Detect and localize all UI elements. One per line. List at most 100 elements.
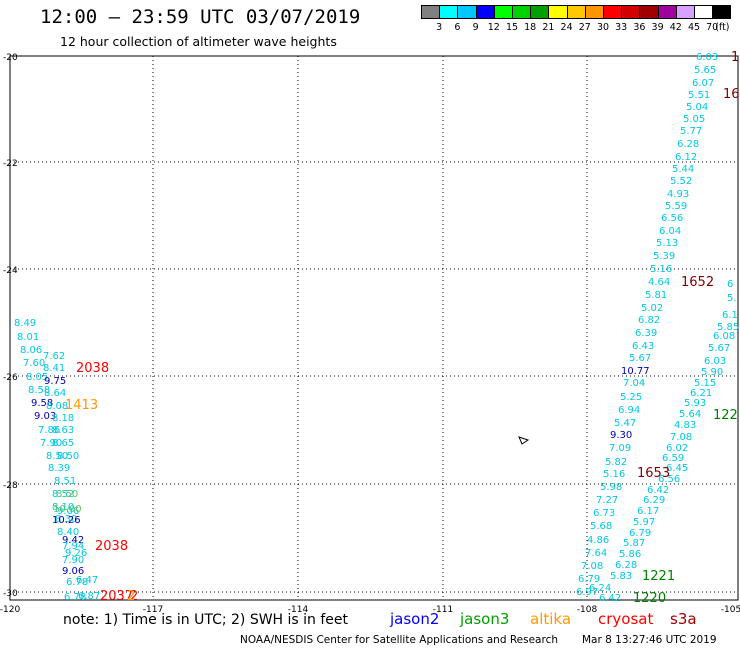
wave-height-label: 8.63 <box>52 425 74 436</box>
wave-height-label: 6.97 <box>576 587 598 598</box>
wave-height-label: 8.08 <box>46 401 68 412</box>
time-label: 2 <box>127 589 135 604</box>
wave-height-label: 5. <box>727 293 737 304</box>
scale-tick-label: 24 <box>560 22 573 33</box>
wave-height-label: 5.47 <box>614 418 636 429</box>
page-title: 12:00 — 23:59 UTC 03/07/2019 <box>40 6 361 28</box>
wave-height-label: 5.59 <box>665 201 687 212</box>
lon-tick-label: -105 <box>721 605 740 615</box>
wave-height-label: 6.03 <box>704 356 726 367</box>
wave-height-label: 6.78 <box>64 592 86 603</box>
lat-tick-label: -20 <box>3 53 18 63</box>
lat-tick-label: -30 <box>3 589 18 599</box>
scale-tick-label: 3 <box>436 22 443 33</box>
scale-tick-label: 12 <box>487 22 500 33</box>
lat-tick-label: -22 <box>3 159 18 169</box>
wave-height-label: 6.28 <box>677 139 699 150</box>
wave-height-label: 6.94 <box>618 405 640 416</box>
wave-height-label: 6.73 <box>593 508 615 519</box>
wave-height-label: 9.06 <box>57 506 79 517</box>
wave-height-label: 7.90 <box>62 555 84 566</box>
legend-item-cryosat: cryosat <box>598 610 654 628</box>
wave-height-label: 6.45 <box>666 463 688 474</box>
wave-height-label: 6.21 <box>690 388 712 399</box>
wave-height-label: 6.56 <box>661 213 683 224</box>
wave-height-label: 6.17 <box>637 506 659 517</box>
wave-height-label: 6.1 <box>722 310 738 321</box>
wave-height-label: 9.26 <box>65 548 87 559</box>
scale-tick-label: 45 <box>687 22 701 33</box>
wave-height-label: 5.97 <box>633 517 655 528</box>
wave-height-label: 8.10 <box>52 502 74 513</box>
wave-height-label: 5.83 <box>610 571 632 582</box>
scale-tick-label: 42 <box>669 22 682 33</box>
lon-tick-label: -120 <box>0 605 20 615</box>
wave-height-label: 6.42 <box>647 485 669 496</box>
wave-height-label: 5.64 <box>679 409 701 420</box>
wave-height-label: 6.28 <box>615 560 637 571</box>
wave-height-label: 5.81 <box>645 290 667 301</box>
wave-height-label: 8.65 <box>52 438 74 449</box>
wave-height-label: 7.60 <box>23 358 45 369</box>
wave-height-label: 7.64 <box>585 548 607 559</box>
wave-height-label: 6.42 <box>599 593 621 604</box>
wave-height-label: 5.68 <box>590 521 612 532</box>
scale-unit: (ft) <box>715 22 730 33</box>
wave-height-label: 5.02 <box>641 303 663 314</box>
wave-height-label: 5.93 <box>684 398 706 409</box>
wave-height-label: 8.50 <box>57 451 79 462</box>
scale-tick-label: 30 <box>596 22 610 33</box>
wave-height-label: 7.90 <box>40 438 62 449</box>
wave-height-label: 9.03 <box>34 411 56 422</box>
wave-height-label: 7.08 <box>581 561 603 572</box>
wave-height-label: 8.52 <box>52 489 74 500</box>
wave-height-label: 8.50 <box>46 451 68 462</box>
wave-height-label: 4.93 <box>667 189 689 200</box>
wave-height-label: 5.85 <box>717 322 739 333</box>
scale-swatch <box>712 5 732 19</box>
wave-height-label: 5.87 <box>623 538 645 549</box>
wave-height-label: 5.77 <box>680 126 702 137</box>
wave-height-label: 6.03 <box>696 52 718 63</box>
lat-tick-label: -24 <box>3 266 18 276</box>
wave-height-label: 10.26 <box>52 515 81 526</box>
time-label: 2037 <box>100 589 133 604</box>
wave-height-label: 6 <box>727 279 733 290</box>
wave-height-label: 8.06 <box>20 345 42 356</box>
legend-item-altika: altika <box>530 610 572 628</box>
island-marker <box>518 436 530 445</box>
time-label: 122 <box>713 408 738 423</box>
wave-height-label: 7.09 <box>609 443 631 454</box>
wave-height-label: 5.39 <box>653 251 675 262</box>
wave-height-label: 9.42 <box>62 535 84 546</box>
wave-height-label: 5.44 <box>672 164 694 175</box>
wave-height-label: 6.24 <box>589 583 611 594</box>
wave-height-label: 6.08 <box>713 331 735 342</box>
wave-height-label: 6.12 <box>675 152 697 163</box>
wave-height-label: 8.01 <box>17 332 39 343</box>
wave-height-label: 6.47 <box>76 575 98 586</box>
time-label: 1653 <box>637 466 670 481</box>
wave-height-label: 6.39 <box>635 328 657 339</box>
wave-height-label: 5.67 <box>708 343 730 354</box>
wave-height-label: 6.78 <box>66 577 88 588</box>
wave-height-label: 6.29 <box>643 495 665 506</box>
lat-tick-label: -26 <box>3 373 18 383</box>
scale-tick-label: 9 <box>472 22 479 33</box>
scale-tick-label: 27 <box>578 22 591 33</box>
wave-height-label: 8.40 <box>57 527 79 538</box>
wave-height-label: 6.79 <box>578 574 600 585</box>
wave-height-label: 8.18 <box>52 413 74 424</box>
wave-height-label: 5.13 <box>656 238 678 249</box>
wave-height-label: 8.39 <box>48 463 70 474</box>
wave-height-label: 6.87 <box>78 591 100 602</box>
wave-height-label: 5.15 <box>694 378 716 389</box>
wave-height-label: 5.16 <box>603 469 625 480</box>
wave-height-label: 6.82 <box>638 315 660 326</box>
wave-height-label: 9.30 <box>610 430 632 441</box>
wave-height-label: 9.06 <box>62 566 84 577</box>
wave-height-label: 5.82 <box>605 457 627 468</box>
time-label: 2038 <box>95 539 128 554</box>
lon-tick-label: -108 <box>577 605 598 615</box>
